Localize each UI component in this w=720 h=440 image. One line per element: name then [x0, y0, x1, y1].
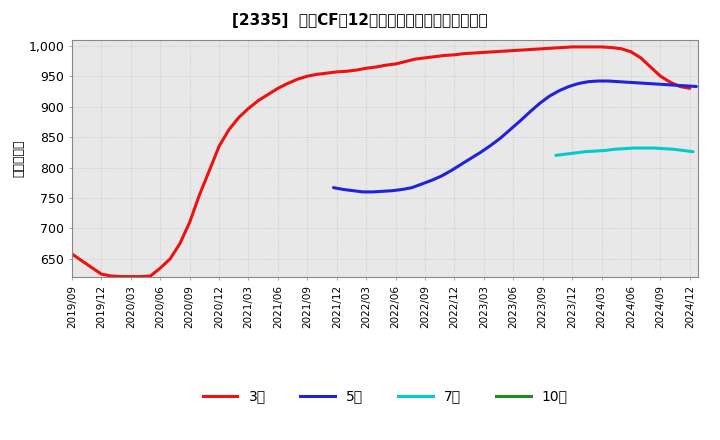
5年: [584, 79, 593, 84]
Y-axis label: （百万円）: （百万円）: [13, 139, 26, 177]
Line: 7年: 7年: [556, 148, 693, 155]
3年: [156, 265, 165, 271]
7年: [660, 146, 668, 151]
5年: [447, 168, 456, 173]
7年: [679, 148, 688, 153]
5年: [348, 188, 357, 193]
7年: [571, 150, 580, 156]
3年: [685, 86, 694, 91]
5年: [408, 185, 416, 190]
Legend: 3年, 5年, 7年, 10年: 3年, 5年, 7年, 10年: [197, 384, 573, 409]
5年: [329, 185, 338, 190]
5年: [564, 84, 573, 89]
5年: [662, 82, 671, 87]
5年: [378, 189, 387, 194]
5年: [369, 189, 377, 194]
3年: [420, 55, 429, 61]
5年: [624, 80, 632, 85]
3年: [469, 50, 478, 55]
7年: [689, 149, 698, 154]
5年: [633, 80, 642, 85]
5年: [418, 181, 426, 187]
3年: [68, 251, 76, 257]
5年: [545, 94, 554, 99]
5年: [526, 110, 534, 115]
5年: [496, 136, 505, 141]
5年: [456, 162, 465, 167]
5年: [692, 84, 701, 89]
5年: [575, 81, 583, 86]
5年: [486, 143, 495, 148]
7年: [562, 151, 570, 157]
Line: 3年: 3年: [72, 47, 690, 277]
5年: [388, 188, 397, 193]
5年: [643, 81, 652, 86]
Line: 5年: 5年: [333, 81, 696, 192]
5年: [516, 119, 524, 124]
5年: [359, 189, 367, 194]
5年: [477, 150, 485, 155]
7年: [630, 145, 639, 150]
5年: [427, 178, 436, 183]
5年: [554, 88, 563, 93]
5年: [398, 187, 407, 192]
5年: [535, 101, 544, 106]
5年: [613, 79, 622, 84]
5年: [653, 81, 662, 87]
5年: [683, 83, 691, 88]
3年: [333, 69, 341, 74]
3年: [480, 50, 488, 55]
7年: [611, 147, 619, 152]
3年: [117, 274, 125, 279]
7年: [581, 149, 590, 154]
3年: [568, 44, 577, 50]
5年: [604, 78, 613, 84]
5年: [505, 127, 514, 132]
3年: [382, 62, 390, 68]
7年: [620, 146, 629, 151]
5年: [467, 156, 475, 161]
7年: [552, 153, 560, 158]
5年: [594, 78, 603, 84]
5年: [437, 173, 446, 179]
5年: [672, 83, 681, 88]
7年: [649, 145, 658, 150]
5年: [339, 187, 348, 192]
7年: [669, 147, 678, 152]
7年: [640, 145, 649, 150]
7年: [590, 148, 599, 154]
Text: [2335]  営業CFだ12か月移動合計の平均値の推移: [2335] 営業CFだ12か月移動合計の平均値の推移: [232, 13, 488, 28]
7年: [600, 148, 609, 153]
